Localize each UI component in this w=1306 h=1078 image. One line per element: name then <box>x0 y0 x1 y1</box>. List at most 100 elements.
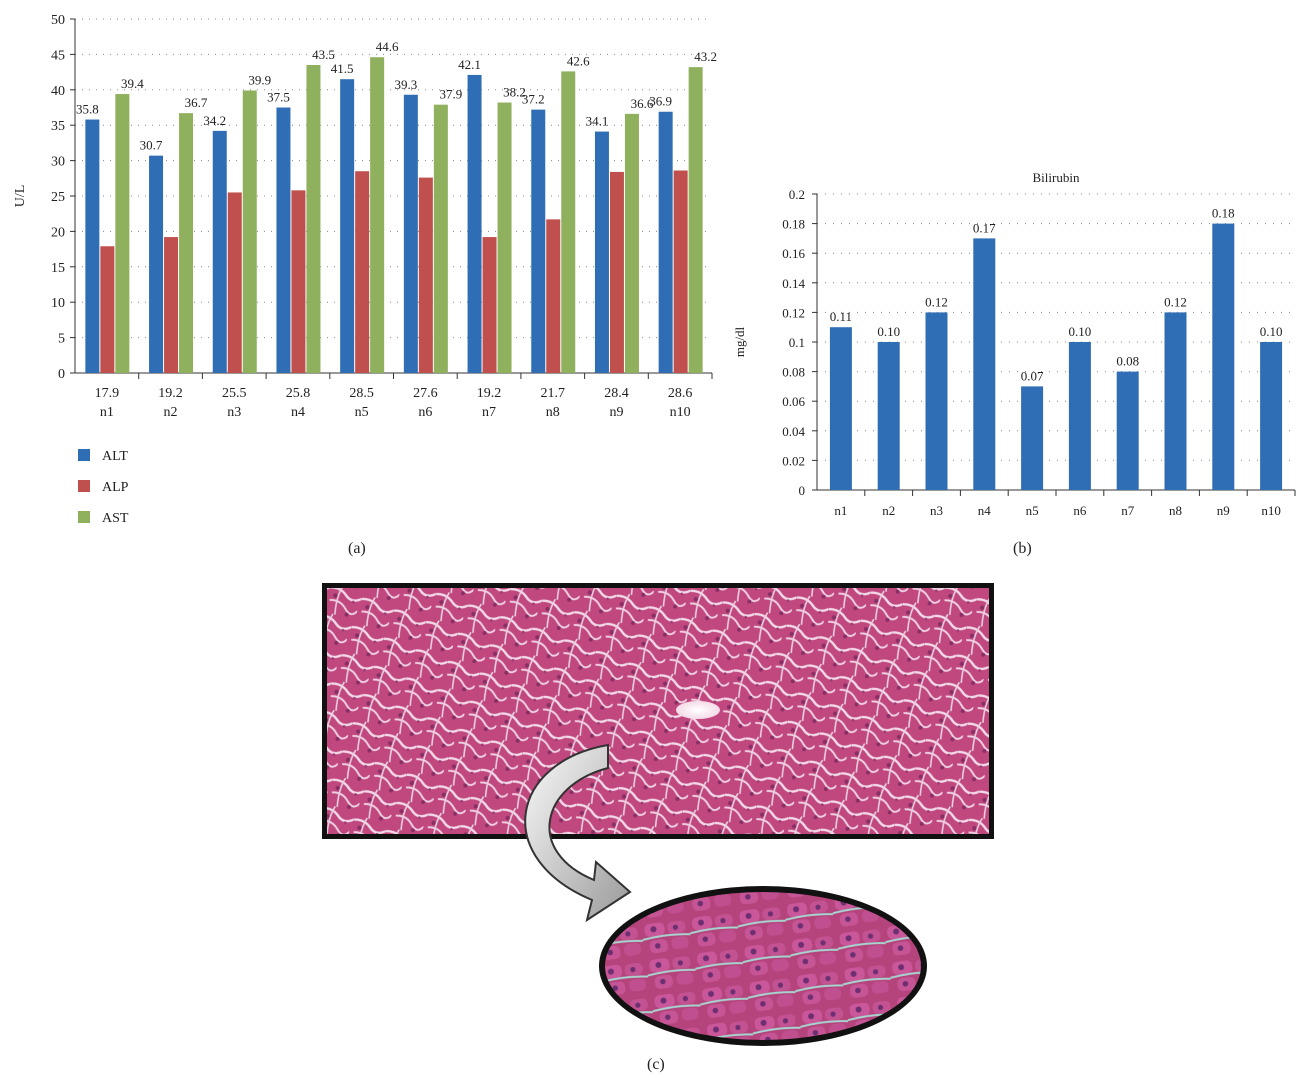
bar-bilirubin-n4 <box>973 238 996 490</box>
x-tick-label: n10 <box>670 405 691 420</box>
bar-alt-n8 <box>531 109 546 374</box>
data-label-alt: 35.8 <box>76 102 99 117</box>
data-label-ast: 42.6 <box>567 53 590 68</box>
y-tick-label: 25 <box>51 190 65 205</box>
data-label: 0.11 <box>830 309 852 324</box>
bar-ast-n10 <box>688 67 703 374</box>
bar-ast-n7 <box>497 102 512 373</box>
y-tick-label: 50 <box>51 13 65 28</box>
y-tick-label: 0.12 <box>782 305 805 320</box>
bar-bilirubin-n8 <box>1164 312 1187 490</box>
legend-label-ast: AST <box>102 511 129 526</box>
bar-ast-n4 <box>306 65 321 374</box>
data-label-alp: 28.4 <box>604 386 629 401</box>
y-tick-label: 0.18 <box>782 217 805 232</box>
x-tick-label: n10 <box>1261 503 1281 518</box>
bar-alp-n9 <box>609 171 624 373</box>
data-label-alt: 30.7 <box>140 138 163 153</box>
x-tick-label: n3 <box>930 503 943 518</box>
x-tick-label: n5 <box>1026 503 1039 518</box>
data-label-alt: 36.9 <box>649 94 672 109</box>
data-label-alp: 17.9 <box>95 386 120 401</box>
data-label-ast: 43.2 <box>694 49 717 64</box>
data-label: 0.10 <box>877 324 900 339</box>
bar-alt-n1 <box>85 119 100 373</box>
x-tick-label: n6 <box>1073 503 1087 518</box>
bar-alp-n8 <box>546 219 561 373</box>
x-tick-label: n8 <box>546 405 560 420</box>
data-label-ast: 44.6 <box>376 39 399 54</box>
bar-alt-n6 <box>403 94 418 374</box>
data-label-alp: 28.6 <box>668 386 693 401</box>
bar-ast-n9 <box>624 113 639 373</box>
bar-alp-n4 <box>291 190 306 373</box>
y-tick-label: 0.16 <box>782 246 805 261</box>
legend-swatch-ast <box>78 511 90 523</box>
x-tick-label: n1 <box>834 503 847 518</box>
data-label-alt: 39.3 <box>394 77 417 92</box>
y-tick-label: 0.06 <box>782 394 805 409</box>
y-tick-label: 40 <box>51 84 65 99</box>
x-tick-label: n2 <box>882 503 895 518</box>
data-label: 0.12 <box>1164 294 1187 309</box>
y-tick-label: 10 <box>51 296 65 311</box>
x-tick-label: n8 <box>1169 503 1182 518</box>
data-label-ast: 36.7 <box>185 95 208 110</box>
legend-label-alt: ALT <box>102 449 128 464</box>
bar-ast-n2 <box>179 113 194 373</box>
bar-alt-n3 <box>212 130 227 373</box>
central-vein <box>676 701 720 719</box>
x-tick-label: n5 <box>355 405 369 420</box>
y-tick-label: 0.04 <box>782 424 805 439</box>
bar-ast-n3 <box>242 90 257 374</box>
data-label-alt: 41.5 <box>331 61 354 76</box>
bar-bilirubin-n3 <box>925 312 948 490</box>
y-tick-label: 5 <box>58 332 65 347</box>
data-label-alt: 37.2 <box>522 92 545 107</box>
y-tick-label: 30 <box>51 155 65 170</box>
bar-alp-n5 <box>355 171 370 373</box>
bar-alt-n9 <box>594 131 609 373</box>
data-label-alp: 25.8 <box>286 386 311 401</box>
data-label: 0.10 <box>1069 324 1092 339</box>
data-label-alt: 37.5 <box>267 90 290 105</box>
data-label-alp: 19.2 <box>477 386 502 401</box>
x-tick-label: n1 <box>100 405 114 420</box>
bar-ast-n1 <box>115 94 130 373</box>
bar-bilirubin-n5 <box>1021 386 1044 490</box>
x-tick-label: n9 <box>609 405 623 420</box>
bar-alt-n10 <box>658 111 673 374</box>
data-label: 0.17 <box>973 220 996 235</box>
y-tick-label: 0 <box>799 483 806 498</box>
x-tick-label: n7 <box>1121 503 1135 518</box>
data-label-ast: 39.4 <box>121 76 144 91</box>
data-label-alt: 42.1 <box>458 57 481 72</box>
y-tick-label: 0.2 <box>789 187 805 202</box>
bar-alp-n6 <box>418 177 433 373</box>
zoom-arrow-icon <box>524 743 632 923</box>
bar-alt-n5 <box>340 79 355 374</box>
data-label: 0.08 <box>1116 354 1139 369</box>
y-axis-label: mg/dl <box>732 326 747 357</box>
x-tick-label: n9 <box>1217 503 1230 518</box>
bar-bilirubin-n7 <box>1116 371 1139 490</box>
data-label-alp: 27.6 <box>413 386 438 401</box>
x-tick-label: n4 <box>978 503 992 518</box>
data-label-alp: 28.5 <box>349 386 374 401</box>
x-tick-label: n3 <box>227 405 241 420</box>
y-tick-label: 0.1 <box>789 335 805 350</box>
legend-swatch-alt <box>78 449 90 461</box>
enzyme-bar-chart: 0 5 10 15 20 25 30 35 40 45 50 U/L 35.8 39.4 17.9 n1 30.… <box>13 13 717 526</box>
bar-bilirubin-n9 <box>1212 223 1235 490</box>
data-label-ast: 37.9 <box>439 87 462 102</box>
x-tick-label: n6 <box>418 405 432 420</box>
data-label-alt: 34.1 <box>586 114 609 129</box>
bilirubin-bar-chart: Bilirubin 0 0.02 0.04 0.06 0.08 0.1 0.12 0.14 0.1… <box>732 170 1296 518</box>
bar-alt-n7 <box>467 74 482 373</box>
bar-alp-n10 <box>673 170 688 373</box>
y-tick-label: 20 <box>51 225 65 240</box>
data-label: 0.12 <box>925 294 948 309</box>
data-label-ast: 43.5 <box>312 47 335 62</box>
legend-label-alp: ALP <box>102 480 129 495</box>
y-tick-label: 0 <box>58 367 65 382</box>
